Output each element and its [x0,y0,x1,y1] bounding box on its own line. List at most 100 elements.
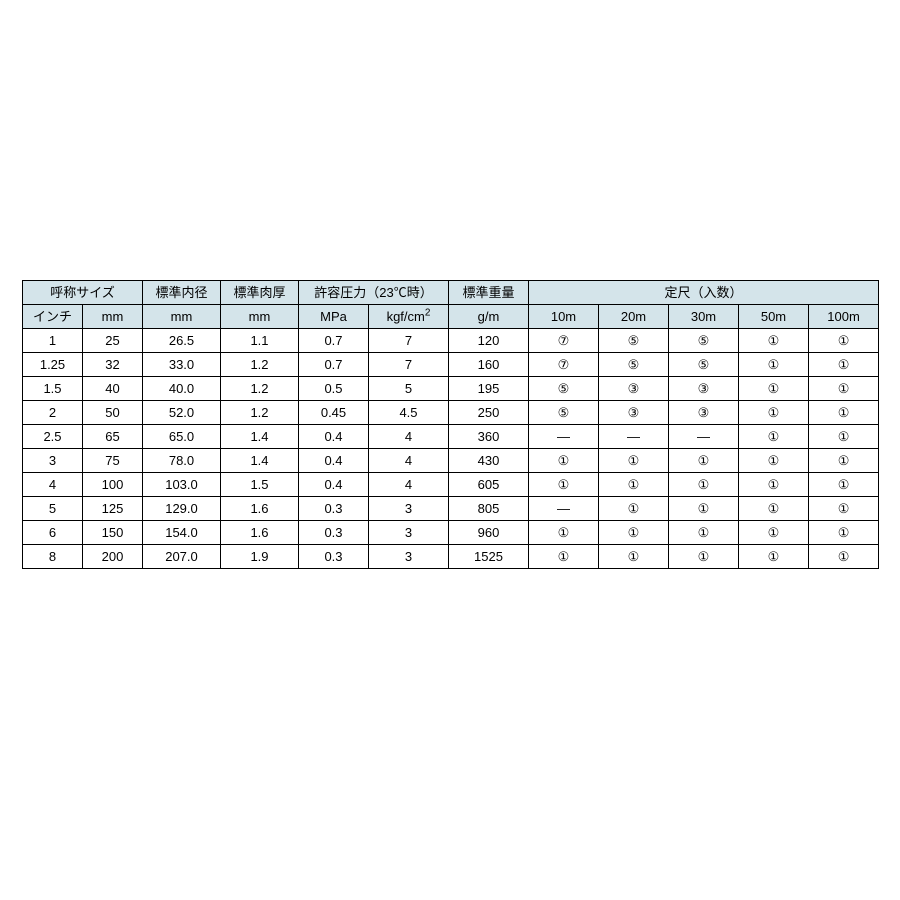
cell-r5-c6: 430 [449,449,529,473]
cell-r3-c0: 2 [23,401,83,425]
cell-r9-c3: 1.9 [221,545,299,569]
cell-r2-c5: 5 [369,377,449,401]
cell-r1-c4: 0.7 [299,353,369,377]
cell-r7-c3: 1.6 [221,497,299,521]
cell-r7-c1: 125 [83,497,143,521]
cell-r4-c6: 360 [449,425,529,449]
cell-r5-c3: 1.4 [221,449,299,473]
cell-r1-c7: ⑦ [529,353,599,377]
cell-r3-c4: 0.45 [299,401,369,425]
cell-r1-c9: ⑤ [669,353,739,377]
cell-r4-c10: ① [739,425,809,449]
cell-r2-c2: 40.0 [143,377,221,401]
cell-r6-c5: 4 [369,473,449,497]
cell-r9-c7: ① [529,545,599,569]
cell-r6-c7: ① [529,473,599,497]
cell-r9-c8: ① [599,545,669,569]
cell-r8-c9: ① [669,521,739,545]
cell-r9-c0: 8 [23,545,83,569]
cell-r3-c1: 50 [83,401,143,425]
cell-r2-c3: 1.2 [221,377,299,401]
cell-r9-c5: 3 [369,545,449,569]
cell-r2-c7: ⑤ [529,377,599,401]
cell-r6-c0: 4 [23,473,83,497]
cell-r7-c10: ① [739,497,809,521]
cell-r2-c11: ① [809,377,879,401]
cell-r0-c9: ⑤ [669,329,739,353]
cell-r6-c1: 100 [83,473,143,497]
cell-r0-c7: ⑦ [529,329,599,353]
cell-r4-c3: 1.4 [221,425,299,449]
cell-r2-c10: ① [739,377,809,401]
cell-r3-c2: 52.0 [143,401,221,425]
table-row: 1.54040.01.20.55195⑤③③①① [23,377,879,401]
cell-r4-c4: 0.4 [299,425,369,449]
cell-r8-c0: 6 [23,521,83,545]
cell-r7-c7: — [529,497,599,521]
sub-header-10: 50m [739,305,809,329]
table-header-sub-row: インチmmmmmmMPakgf/cm2g/m10m20m30m50m100m [23,305,879,329]
cell-r4-c8: — [599,425,669,449]
cell-r6-c9: ① [669,473,739,497]
cell-r1-c8: ⑤ [599,353,669,377]
table-header-group-row: 呼称サイズ標準内径標準肉厚許容圧力（23℃時）標準重量定尺（入数） [23,281,879,305]
sub-header-7: 10m [529,305,599,329]
cell-r5-c9: ① [669,449,739,473]
cell-r9-c10: ① [739,545,809,569]
cell-r9-c2: 207.0 [143,545,221,569]
cell-r1-c10: ① [739,353,809,377]
cell-r5-c7: ① [529,449,599,473]
cell-r6-c2: 103.0 [143,473,221,497]
cell-r8-c10: ① [739,521,809,545]
table-body: 12526.51.10.77120⑦⑤⑤①①1.253233.01.20.771… [23,329,879,569]
cell-r1-c6: 160 [449,353,529,377]
cell-r5-c4: 0.4 [299,449,369,473]
cell-r5-c11: ① [809,449,879,473]
cell-r2-c4: 0.5 [299,377,369,401]
cell-r6-c6: 605 [449,473,529,497]
cell-r0-c5: 7 [369,329,449,353]
cell-r8-c2: 154.0 [143,521,221,545]
cell-r9-c11: ① [809,545,879,569]
cell-r4-c11: ① [809,425,879,449]
cell-r7-c11: ① [809,497,879,521]
cell-r0-c2: 26.5 [143,329,221,353]
sub-header-6: g/m [449,305,529,329]
cell-r8-c8: ① [599,521,669,545]
cell-r8-c1: 150 [83,521,143,545]
group-header-0: 呼称サイズ [23,281,143,305]
cell-r3-c10: ① [739,401,809,425]
cell-r2-c1: 40 [83,377,143,401]
cell-r9-c9: ① [669,545,739,569]
table-row: 5125129.01.60.33805—①①①① [23,497,879,521]
sub-header-11: 100m [809,305,879,329]
cell-r7-c8: ① [599,497,669,521]
cell-r0-c0: 1 [23,329,83,353]
sub-header-4: MPa [299,305,369,329]
cell-r1-c11: ① [809,353,879,377]
cell-r4-c2: 65.0 [143,425,221,449]
table-row: 37578.01.40.44430①①①①① [23,449,879,473]
sub-header-3: mm [221,305,299,329]
sub-header-5: kgf/cm2 [369,305,449,329]
cell-r2-c9: ③ [669,377,739,401]
cell-r8-c6: 960 [449,521,529,545]
cell-r0-c11: ① [809,329,879,353]
cell-r7-c4: 0.3 [299,497,369,521]
group-header-1: 標準内径 [143,281,221,305]
cell-r3-c5: 4.5 [369,401,449,425]
cell-r8-c5: 3 [369,521,449,545]
cell-r4-c0: 2.5 [23,425,83,449]
cell-r5-c10: ① [739,449,809,473]
cell-r7-c5: 3 [369,497,449,521]
table-row: 12526.51.10.77120⑦⑤⑤①① [23,329,879,353]
cell-r1-c1: 32 [83,353,143,377]
group-header-5: 定尺（入数） [529,281,879,305]
cell-r5-c5: 4 [369,449,449,473]
sub-header-1: mm [83,305,143,329]
cell-r0-c3: 1.1 [221,329,299,353]
spec-table: 呼称サイズ標準内径標準肉厚許容圧力（23℃時）標準重量定尺（入数） インチmmm… [22,280,879,569]
cell-r1-c2: 33.0 [143,353,221,377]
cell-r2-c0: 1.5 [23,377,83,401]
cell-r6-c4: 0.4 [299,473,369,497]
